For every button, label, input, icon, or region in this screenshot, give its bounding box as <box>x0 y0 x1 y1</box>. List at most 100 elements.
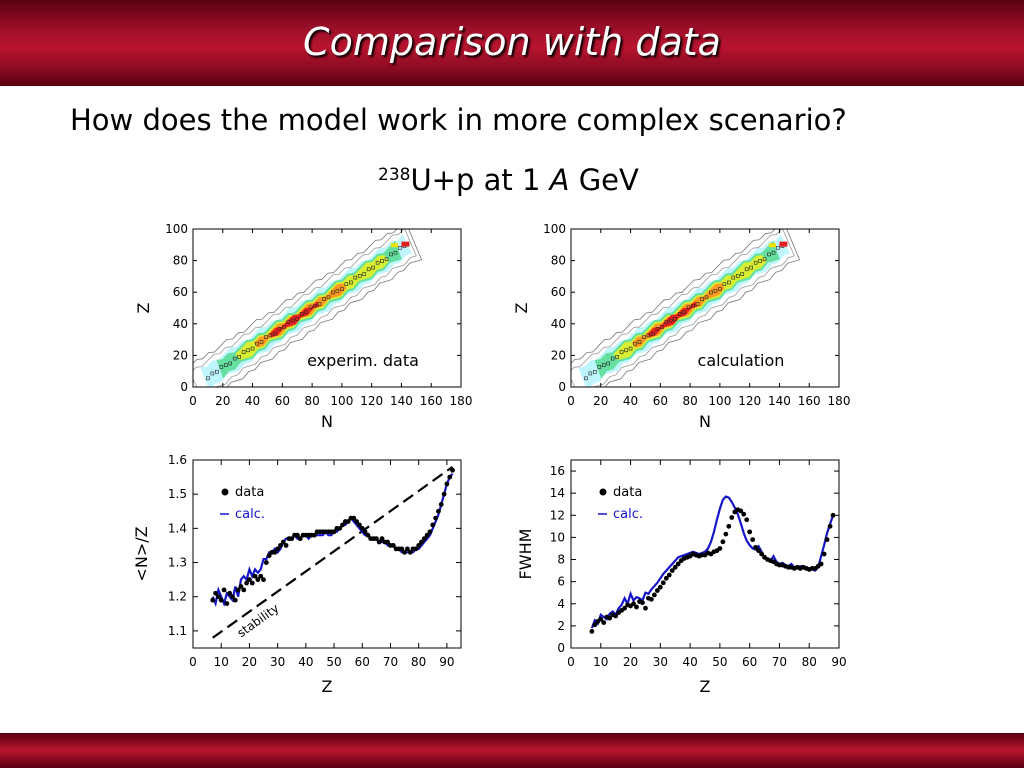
y-tick-label: 1.2 <box>168 590 187 604</box>
data-point <box>266 553 272 559</box>
data-point <box>672 564 678 570</box>
data-point <box>247 577 252 583</box>
ridge-marker <box>255 341 259 346</box>
ridge-marker <box>758 259 762 263</box>
reaction-unit-a: A <box>549 163 570 197</box>
x-tick-label: 160 <box>798 394 821 408</box>
ridge-marker <box>210 371 215 376</box>
plot-frame <box>192 459 462 649</box>
ridge-marker <box>695 302 700 306</box>
fwhm-chart: 0 10 20 30 40 50 60 70 80 90 0 2 4 6 8 10 12 14 16 Z FWHM dat… <box>516 459 847 696</box>
ridge-marker <box>246 348 250 353</box>
data-point <box>589 629 595 634</box>
y-tick-label: 14 <box>550 486 565 500</box>
plot-frame <box>570 228 840 388</box>
x-tick-label: 60 <box>653 394 668 408</box>
data-point <box>359 525 365 531</box>
data-point <box>634 604 639 610</box>
x-tick-label: 100 <box>708 394 731 408</box>
x-tick-label: 80 <box>802 655 817 669</box>
x-tick-label: 40 <box>245 394 260 408</box>
data-point <box>405 546 410 552</box>
data-point <box>272 549 278 555</box>
ridge-marker <box>299 312 304 316</box>
y-tick-label: 4 <box>557 597 565 611</box>
ridge-marker <box>273 331 277 336</box>
y-axis-label: Z <box>134 302 153 313</box>
y-tick-label: 1.1 <box>168 624 187 638</box>
ridge-marker <box>219 365 224 369</box>
data-point <box>441 491 447 497</box>
data-point <box>419 539 424 545</box>
data-point <box>592 622 598 628</box>
peak-spot <box>391 243 399 248</box>
ridge-marker <box>223 363 228 367</box>
x-tick-label: 80 <box>304 394 319 408</box>
question-text: How does the model work in more complex … <box>70 103 847 137</box>
data-point <box>622 605 627 611</box>
x-tick-label: 80 <box>411 655 426 669</box>
data-point <box>357 522 362 528</box>
legend-calc-label: calc. <box>235 507 265 522</box>
x-tick-label: 40 <box>623 394 638 408</box>
ridge-marker <box>704 295 709 300</box>
ridge-marker <box>295 317 300 321</box>
data-point <box>450 467 455 473</box>
data-point <box>390 543 396 548</box>
data-point <box>598 616 604 622</box>
y-tick-label: 6 <box>557 575 565 589</box>
data-point <box>821 551 827 557</box>
data-point <box>669 568 675 573</box>
ridge-marker <box>668 318 673 323</box>
data-point <box>241 587 247 593</box>
ridge-marker <box>677 312 682 316</box>
data-point <box>818 561 824 567</box>
ridge-marker <box>308 305 313 310</box>
data-point <box>224 601 230 606</box>
data-point <box>666 572 672 578</box>
ridge-marker <box>686 305 691 310</box>
ridge-marker <box>619 350 624 354</box>
y-tick-label: 80 <box>173 254 188 268</box>
heatmap-band <box>571 229 801 387</box>
x-tick-label: 60 <box>742 655 757 669</box>
x-tick-label: 10 <box>593 655 608 669</box>
data-point <box>720 539 726 545</box>
ridge-marker <box>615 355 619 359</box>
envelope-inner <box>571 229 795 387</box>
ridge-marker <box>601 363 606 367</box>
data-point <box>221 587 227 593</box>
ridge-marker <box>597 365 602 369</box>
data-point <box>649 596 654 602</box>
y-tick-label: 1.3 <box>168 556 187 570</box>
data-point <box>362 529 368 535</box>
x-tick-label: 20 <box>215 394 230 408</box>
ridge-marker <box>651 331 655 336</box>
peak-spot <box>401 241 410 247</box>
ridge-marker <box>691 303 695 308</box>
ridge-marker <box>357 274 362 278</box>
ridge-marker <box>286 320 291 325</box>
y-tick-label: 60 <box>173 285 188 299</box>
plot-frame <box>570 459 840 649</box>
ridge-marker <box>277 327 282 331</box>
ridge-marker <box>228 361 233 366</box>
y-tick-label: 0 <box>180 380 188 394</box>
data-point <box>311 532 317 538</box>
data-point <box>607 615 613 621</box>
data-point <box>744 517 750 523</box>
data-point <box>289 536 295 542</box>
ridge-marker <box>206 376 210 381</box>
x-axis-label: Z <box>322 677 333 696</box>
data-point <box>238 584 244 589</box>
ridge-marker <box>718 287 722 291</box>
ridge-marker <box>259 340 264 344</box>
ridge-marker <box>353 275 358 280</box>
data-point <box>402 549 407 555</box>
data-point <box>345 519 351 524</box>
x-tick-label: 60 <box>275 394 290 408</box>
nz-chart: 0 10 20 30 40 50 60 70 80 90 1.1 1.2 1.3 1.4 1.5 1.6 Z <N… <box>132 453 462 696</box>
data-point <box>747 529 753 535</box>
x-tick-label: 90 <box>831 655 846 669</box>
x-tick-label: 50 <box>712 655 727 669</box>
